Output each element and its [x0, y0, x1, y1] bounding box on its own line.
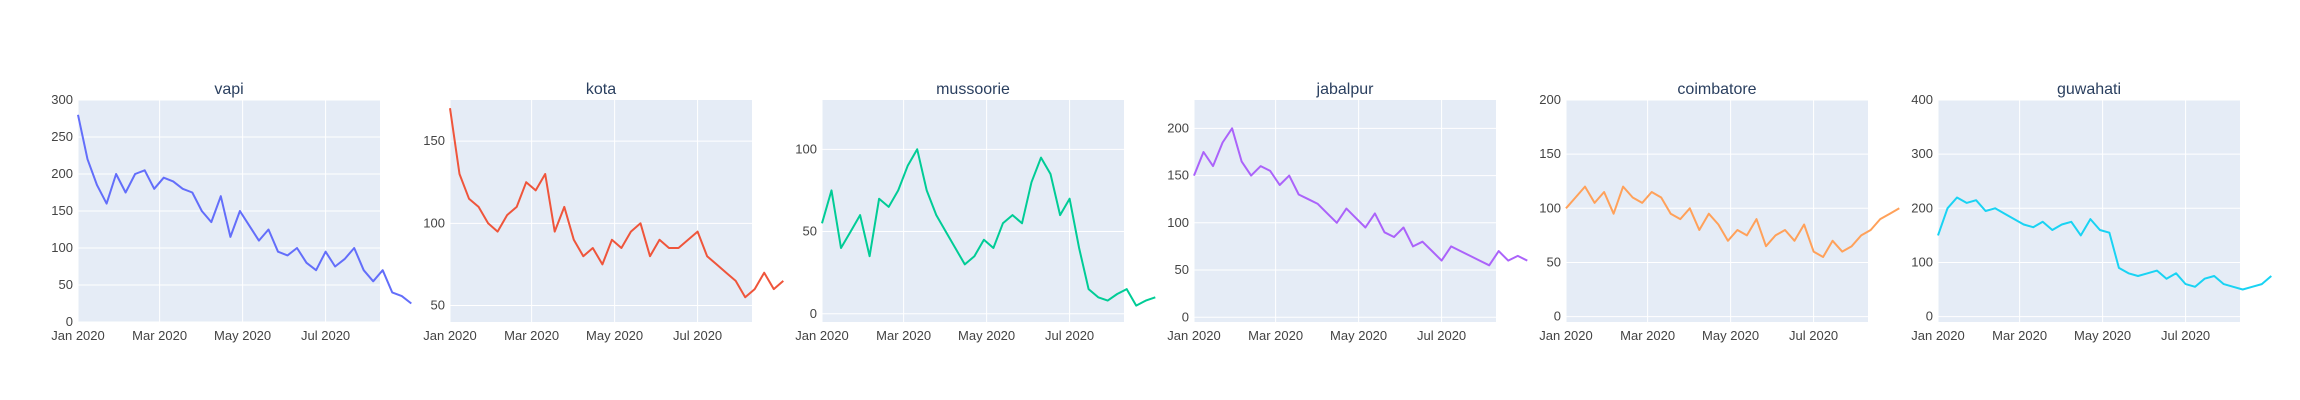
panel-mussoorie: 0 50 100 Jan 2020 Mar 2020 May 2020 Jul 2020 mu…	[795, 81, 1156, 343]
x-tick-label: Jan 2020	[1539, 328, 1593, 343]
panel-title: kota	[586, 81, 616, 98]
x-tick-label: Mar 2020	[876, 328, 931, 343]
panel-title: coimbatore	[1677, 81, 1756, 98]
y-tick-label: 150	[1167, 168, 1189, 183]
y-tick-label: 0	[1182, 309, 1189, 324]
series-line-jabalpur	[1193, 127, 1528, 267]
panel-title: vapi	[214, 81, 243, 98]
x-tick-label: Jan 2020	[1911, 328, 1965, 343]
y-tick-label: 200	[1167, 120, 1189, 135]
y-tick-label: 100	[1167, 215, 1189, 230]
x-tick-label: Mar 2020	[1620, 328, 1675, 343]
series-line-kota	[449, 108, 784, 299]
panel-title: mussoorie	[936, 81, 1010, 98]
y-tick-label: 150	[51, 203, 73, 218]
plot-area-kota	[450, 100, 752, 322]
x-tick-label: Jan 2020	[51, 328, 105, 343]
series-line-guwahati	[1937, 196, 2272, 291]
x-tick-label: Jul 2020	[2161, 328, 2210, 343]
y-tick-label: 50	[1547, 254, 1561, 269]
y-tick-label: 0	[1554, 309, 1561, 324]
panel-coimbatore: 0 50 100 150 200 Jan 2020 Mar 2020 May 2020 Jul …	[1539, 81, 1900, 343]
series-line-mussoorie	[821, 148, 1156, 307]
series-line-vapi	[77, 114, 412, 305]
x-tick-label: Jul 2020	[1417, 328, 1466, 343]
panel-jabalpur: 0 50 100 150 200 Jan 2020 Mar 2020 May 2020 Jul …	[1167, 81, 1528, 343]
y-tick-label: 300	[51, 92, 73, 107]
x-tick-label: Jan 2020	[423, 328, 477, 343]
panel-title: guwahati	[2057, 81, 2121, 98]
panel-title: jabalpur	[1316, 81, 1375, 98]
y-tick-label: 200	[51, 166, 73, 181]
x-tick-label: May 2020	[2074, 328, 2131, 343]
y-tick-label: 200	[1911, 200, 1933, 215]
y-tick-label: 0	[1926, 309, 1933, 324]
y-tick-label: 50	[803, 224, 817, 239]
y-tick-label: 100	[1539, 200, 1561, 215]
y-tick-label: 150	[423, 133, 445, 148]
x-tick-label: Mar 2020	[1992, 328, 2047, 343]
y-tick-label: 0	[810, 306, 817, 321]
x-tick-label: Jul 2020	[673, 328, 722, 343]
panel-guwahati: 0 100 200 300 400 Jan 2020 Mar 2020 May 2020 Jul…	[1911, 81, 2272, 343]
x-tick-label: Jul 2020	[301, 328, 350, 343]
x-tick-label: Jan 2020	[795, 328, 849, 343]
y-tick-label: 100	[795, 141, 817, 156]
y-tick-label: 250	[51, 129, 73, 144]
plot-area-guwahati	[1938, 100, 2240, 322]
x-tick-label: Mar 2020	[1248, 328, 1303, 343]
x-tick-label: May 2020	[958, 328, 1015, 343]
y-tick-label: 100	[423, 215, 445, 230]
series-line-coimbatore	[1565, 185, 1900, 258]
x-tick-label: May 2020	[214, 328, 271, 343]
y-tick-label: 150	[1539, 146, 1561, 161]
y-tick-label: 50	[1175, 262, 1189, 277]
x-tick-label: May 2020	[1702, 328, 1759, 343]
plot-area-coimbatore	[1566, 100, 1868, 322]
x-tick-label: Jul 2020	[1789, 328, 1838, 343]
y-tick-label: 50	[59, 277, 73, 292]
y-tick-label: 200	[1539, 92, 1561, 107]
x-tick-label: Mar 2020	[504, 328, 559, 343]
x-tick-label: May 2020	[586, 328, 643, 343]
x-tick-label: May 2020	[1330, 328, 1387, 343]
y-tick-label: 300	[1911, 146, 1933, 161]
y-tick-label: 400	[1911, 92, 1933, 107]
y-tick-label: 100	[1911, 254, 1933, 269]
y-tick-label: 50	[431, 298, 445, 313]
panel-vapi: 0 50 100 150 200 250 300 Jan 2020 Mar 2020 May 20…	[51, 81, 412, 343]
plot-area-mussoorie	[822, 100, 1124, 322]
y-tick-label: 0	[66, 314, 73, 329]
panel-kota: 50 100 150 Jan 2020 Mar 2020 May 2020 Jul 2020…	[423, 81, 784, 343]
x-tick-label: Mar 2020	[132, 328, 187, 343]
x-tick-label: Jan 2020	[1167, 328, 1221, 343]
y-tick-label: 100	[51, 240, 73, 255]
x-tick-label: Jul 2020	[1045, 328, 1094, 343]
